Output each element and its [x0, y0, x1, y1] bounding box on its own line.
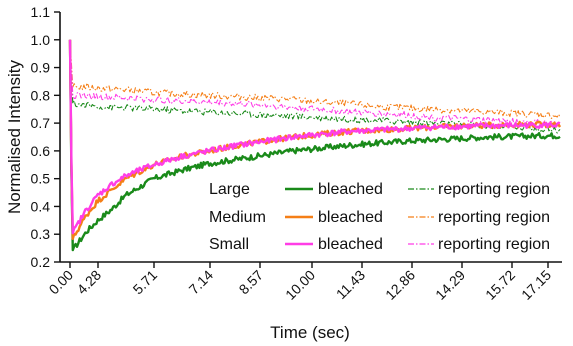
- series-line-small-reporting: [69, 39, 561, 128]
- x-tick-label: 8.57: [236, 267, 267, 298]
- y-tick-label: 1.1: [31, 4, 51, 20]
- legend-bleached-label: bleached: [318, 181, 383, 198]
- x-tick-label: 11.43: [333, 267, 369, 303]
- x-tick-label: 5.71: [130, 267, 161, 298]
- legend-group-label: Small: [209, 236, 249, 253]
- y-tick-label: 0.4: [31, 198, 51, 214]
- y-ticks: 0.2 0.3 0.4 0.5 0.6 0.7 0.8 0.9 1.0 1.1: [31, 4, 60, 270]
- y-tick-label: 0.2: [31, 254, 51, 270]
- plot-lines: [68, 39, 562, 252]
- y-tick-label: 0.9: [31, 60, 51, 76]
- x-tick-label: 7.14: [186, 267, 217, 298]
- x-axis-title: Time (sec): [270, 323, 350, 342]
- legend-reporting-label: reporting region: [438, 209, 550, 226]
- y-tick-label: 0.8: [31, 87, 51, 103]
- series-line-medium-reporting: [69, 39, 561, 119]
- x-tick-label: 0.00: [46, 267, 77, 298]
- x-ticks: 0.004.28 5.71 7.14 8.57 10.00 11.43 12.86 14.29…: [46, 262, 554, 303]
- x-tick-label: 17.15: [518, 267, 554, 303]
- legend-bleached-label: bleached: [318, 209, 383, 226]
- legend: Large bleached reporting region Medium bleac…: [209, 181, 550, 253]
- legend-reporting-label: reporting region: [438, 181, 550, 198]
- series-line-large-bleached: [68, 39, 561, 252]
- y-axis-title: Normalised Intensity: [5, 60, 24, 215]
- y-tick-label: 0.6: [31, 143, 51, 159]
- legend-group-label: Large: [209, 181, 250, 198]
- x-tick-label: 4.28: [74, 267, 105, 298]
- x-tick-label: 15.72: [482, 267, 518, 303]
- legend-group-label: Medium: [209, 209, 266, 226]
- x-tick-label: 12.86: [382, 267, 418, 303]
- y-tick-label: 0.3: [31, 226, 51, 242]
- y-tick-label: 0.5: [31, 171, 51, 187]
- y-tick-label: 1.0: [31, 32, 51, 48]
- axes: [59, 12, 562, 263]
- x-tick-label: 10.00: [282, 267, 318, 303]
- legend-bleached-label: bleached: [318, 236, 383, 253]
- series-line-small-bleached: [68, 39, 561, 235]
- x-tick-label: 14.29: [432, 267, 468, 303]
- legend-reporting-label: reporting region: [438, 236, 550, 253]
- y-tick-label: 0.7: [31, 115, 51, 131]
